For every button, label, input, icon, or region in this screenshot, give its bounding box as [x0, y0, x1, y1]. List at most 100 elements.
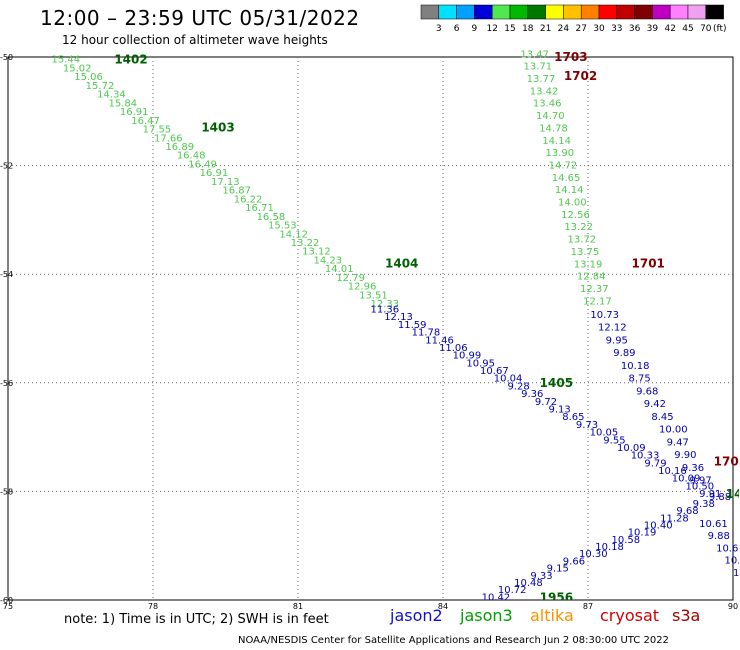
- wave-height-value: 10.50: [685, 481, 714, 492]
- wave-height-value: 15.02: [63, 63, 92, 74]
- color-scale-legend: 3 6 9 12 15 18 21 24 27 30 33 36 39 42 45 70 (ft): [420, 4, 727, 34]
- colorbar-tick-label: 30: [593, 24, 605, 34]
- wave-height-value: 10.04: [494, 374, 523, 385]
- wave-height-value: 11.06: [439, 343, 468, 354]
- x-axis-tick-label: 87: [583, 602, 593, 610]
- wave-height-value: 13.22: [291, 238, 320, 249]
- wave-height-value: 9.72: [535, 397, 557, 408]
- wave-height-value: 10.72: [498, 585, 527, 596]
- wave-height-value: 9.28: [507, 381, 529, 392]
- wave-height-value: 10.09: [672, 474, 701, 485]
- wave-height-value: 10.00: [659, 425, 688, 436]
- x-axis-tick-label: 78: [148, 602, 158, 610]
- wave-height-value: 16.48: [177, 151, 206, 162]
- wave-height-value: 14.72: [549, 160, 578, 171]
- wave-height-value: 9.55: [603, 435, 625, 446]
- wave-height-value: 13.71: [523, 62, 552, 73]
- wave-height-value: 11.59: [398, 320, 427, 331]
- wave-height-value: 14.70: [536, 111, 565, 122]
- wave-height-value: 10.42: [482, 592, 511, 603]
- wave-height-value: 12.84: [577, 272, 606, 283]
- wave-height-map: 75 78 81 84 87 90 -50 -52 -54 -56 -58 -60 15.4415.02…: [0, 49, 740, 610]
- wave-height-value: 13.19: [574, 259, 603, 270]
- colorbar-tick-label: 21: [540, 24, 551, 34]
- wave-height-value: 10.33: [631, 451, 660, 462]
- wave-height-value: 11.46: [425, 335, 454, 346]
- wave-height-value: 13.72: [567, 235, 596, 246]
- pass-number-label: 1402: [114, 53, 147, 67]
- wave-height-value: 9.13: [549, 404, 571, 415]
- wave-height-value: 14.14: [542, 136, 571, 147]
- wave-height-value: 16.58: [257, 212, 286, 223]
- wave-height-value: 10.2: [725, 556, 740, 567]
- wave-height-value: 10.61: [716, 543, 740, 554]
- wave-height-value: 10.05: [590, 428, 619, 439]
- colorbar-unit-label: (ft): [713, 24, 727, 34]
- footnote: note: 1) Time is in UTC; 2) SWH is in fe…: [64, 612, 329, 627]
- wave-height-value: 10.18: [621, 361, 650, 372]
- wave-height-value: 10.95: [466, 358, 495, 369]
- wave-height-value: 14.34: [97, 90, 126, 101]
- wave-height-value: 13.22: [564, 222, 593, 233]
- data-layer: 15.4415.0215.0615.7214.3415.8416.9116.47…: [52, 49, 740, 603]
- wave-height-value: 14.65: [552, 173, 581, 184]
- wave-height-value: 9.68: [676, 506, 698, 517]
- colorbar-tick-label: 33: [611, 24, 622, 34]
- wave-height-value: 13.42: [530, 86, 559, 97]
- colorbar-tick-label: 6: [454, 24, 460, 34]
- wave-height-value: 9.66: [563, 556, 585, 567]
- wave-height-value: 16.49: [188, 159, 217, 170]
- wave-height-value: 16.47: [131, 116, 160, 127]
- satellite-legend-s3a: s3a: [672, 606, 701, 625]
- map-frame: [7, 56, 734, 601]
- wave-height-value: 14.12: [279, 229, 308, 240]
- satellite-legend-jason2: jason2: [390, 606, 443, 625]
- wave-height-value: 14.14: [555, 185, 584, 196]
- colorbar-tick-label: 15: [504, 24, 515, 34]
- wave-height-value: 9.33: [530, 571, 552, 582]
- colorbar-tick-label: 39: [647, 24, 659, 34]
- wave-height-value: 13.47: [520, 49, 549, 60]
- x-axis-tick-label: 90: [728, 602, 738, 610]
- wave-height-value: 8.65: [562, 412, 584, 423]
- wave-height-value: 14.00: [558, 198, 587, 209]
- pass-number-label: 1404: [385, 256, 418, 270]
- wave-height-value: 10.67: [480, 366, 509, 377]
- wave-height-value: 13.77: [527, 74, 556, 85]
- wave-height-value: 13.75: [571, 247, 600, 258]
- wave-height-value: 9.68: [636, 386, 658, 397]
- wave-height-value: 17.55: [143, 125, 172, 136]
- satellite-legend-cryosat: cryosat: [600, 606, 660, 625]
- pass-number-label: 1700: [714, 455, 740, 469]
- wave-height-value: 10.48: [514, 578, 543, 589]
- colorbar-tick-label: 42: [664, 24, 675, 34]
- wave-height-value: 9.97: [690, 476, 712, 487]
- wave-height-value: 9.88: [708, 531, 730, 542]
- wave-height-value: 10.16: [658, 466, 687, 477]
- colorbar-tick-label: 45: [682, 24, 693, 34]
- wave-height-value: 10.18: [595, 542, 624, 553]
- wave-height-value: 9.47: [667, 437, 689, 448]
- wave-height-value: 17.13: [211, 177, 240, 188]
- wave-height-value: 12.17: [583, 296, 612, 307]
- wave-height-value: 9.38: [693, 499, 715, 510]
- y-axis-tick-label: -56: [0, 379, 13, 388]
- wave-height-value: 15.72: [86, 81, 115, 92]
- wave-height-value: 12.13: [384, 312, 413, 323]
- wave-height-value: 13.46: [533, 99, 562, 110]
- wave-height-value: 10.99: [453, 351, 482, 362]
- wave-height-value: 13.12: [302, 247, 331, 258]
- wave-height-value: 16.91: [200, 168, 229, 179]
- wave-height-value: 12.12: [598, 323, 627, 334]
- wave-height-value: 9.88: [709, 492, 731, 503]
- y-axis-tick-label: -50: [0, 53, 13, 62]
- satellite-legend-jason3: jason3: [460, 606, 513, 625]
- wave-height-value: 9.73: [576, 420, 598, 431]
- wave-height-value: 10.30: [579, 549, 608, 560]
- wave-height-value: 13.51: [359, 290, 388, 301]
- wave-height-value: 9.36: [521, 389, 543, 400]
- wave-height-value: 9.15: [547, 564, 569, 575]
- wave-height-value: 14.01: [325, 264, 354, 275]
- wave-height-value: 9.95: [606, 335, 628, 346]
- wave-height-value: 16.89: [165, 142, 194, 153]
